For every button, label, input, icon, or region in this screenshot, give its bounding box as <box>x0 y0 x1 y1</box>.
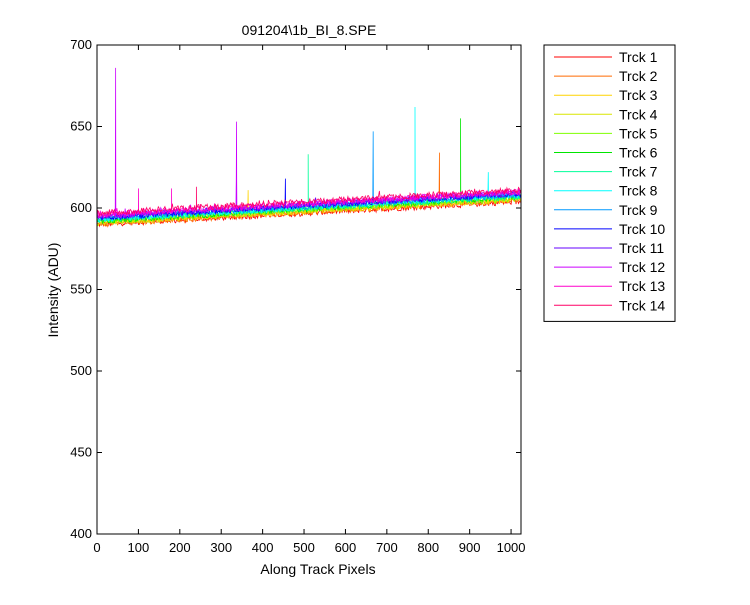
y-tick-label: 700 <box>70 37 92 52</box>
y-tick-label: 400 <box>70 526 92 541</box>
x-tick-label: 300 <box>210 540 232 555</box>
y-tick-label: 600 <box>70 200 92 215</box>
legend-label: Trck 6 <box>619 145 658 161</box>
legend-label: Trck 12 <box>619 259 665 275</box>
y-axis-label: Intensity (ADU) <box>45 243 61 338</box>
legend-label: Trck 7 <box>619 164 658 180</box>
legend: Trck 1 Trck 2 Trck 3 Trck 4 Trck 5 Trck 6 Trck… <box>543 44 676 322</box>
legend-label: Trck 11 <box>619 240 664 256</box>
x-tick-label: 700 <box>376 540 398 555</box>
y-axis: 400 450 500 550 600 650 700 <box>70 37 521 541</box>
legend-box <box>543 44 676 322</box>
series-line-trck-13 <box>97 188 521 219</box>
x-tick-label: 100 <box>128 540 150 555</box>
legend-label: Trck 2 <box>619 68 658 84</box>
x-tick-label: 800 <box>417 540 439 555</box>
x-axis: 0 100 200 300 400 500 600 700 800 900 1000 <box>93 45 526 555</box>
x-tick-label: 500 <box>293 540 315 555</box>
x-axis-label: Along Track Pixels <box>260 561 375 577</box>
y-tick-label: 500 <box>70 363 92 378</box>
legend-label: Trck 3 <box>619 87 658 103</box>
plot-area-frame <box>96 44 522 535</box>
legend-label: Trck 13 <box>619 278 665 294</box>
chart-title: 091204\1b_BI_8.SPE <box>242 22 377 38</box>
x-tick-label: 1000 <box>497 540 526 555</box>
x-tick-label: 400 <box>252 540 274 555</box>
series-layer <box>97 67 521 228</box>
legend-label: Trck 10 <box>619 221 665 237</box>
y-tick-label: 550 <box>70 282 92 297</box>
legend-label: Trck 9 <box>619 202 658 218</box>
x-tick-label: 200 <box>169 540 191 555</box>
legend-label: Trck 1 <box>619 49 658 65</box>
y-tick-label: 450 <box>70 445 92 460</box>
series-line-trck-14 <box>97 186 521 216</box>
x-tick-label: 600 <box>335 540 357 555</box>
x-tick-label: 900 <box>459 540 481 555</box>
x-tick-label: 0 <box>93 540 100 555</box>
y-tick-label: 650 <box>70 119 92 134</box>
legend-label: Trck 14 <box>619 297 665 313</box>
legend-label: Trck 5 <box>619 125 658 141</box>
legend-label: Trck 4 <box>619 106 658 122</box>
legend-label: Trck 8 <box>619 183 658 199</box>
